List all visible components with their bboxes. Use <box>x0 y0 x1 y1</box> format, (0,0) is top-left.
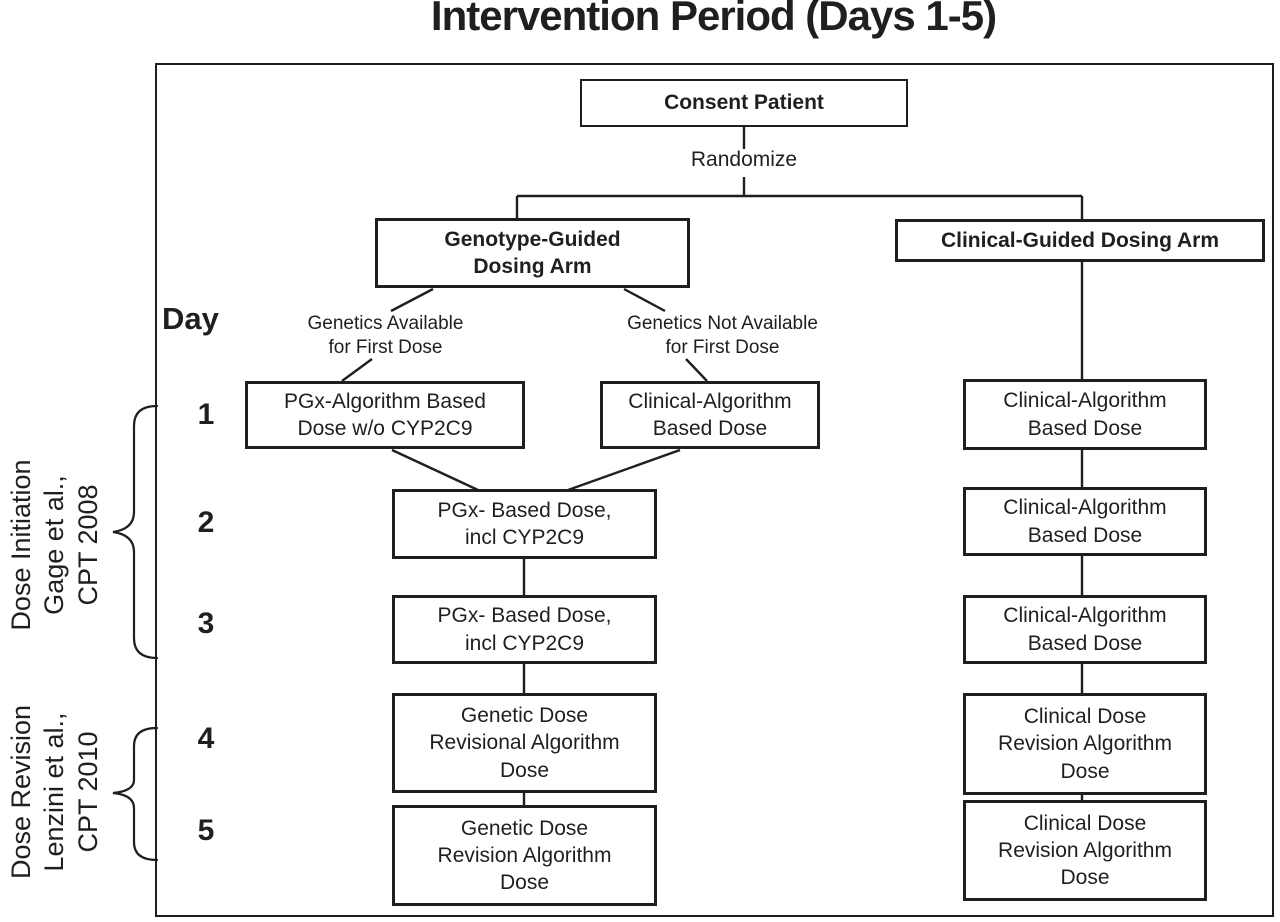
label-genetics-available: Genetics Available for First Dose <box>307 313 464 358</box>
day-number-4: 4 <box>197 722 215 755</box>
node-day5-genetic-revision: Genetic Dose Revision Algorithm Dose <box>392 805 657 906</box>
day-number-2: 2 <box>197 506 215 539</box>
label-randomize: Randomize <box>690 148 798 171</box>
day-axis-header: Day <box>162 301 219 336</box>
figure-title: Intervention Period (Days 1-5) <box>430 0 997 39</box>
node-day4-genetic-revision: Genetic Dose Revisional Algorithm Dose <box>392 693 657 793</box>
node-day1-pgx-algorithm: PGx-Algorithm Based Dose w/o CYP2C9 <box>245 381 525 449</box>
day-number-1: 1 <box>197 398 215 431</box>
node-day2-pgx-based: PGx- Based Dose, incl CYP2C9 <box>392 489 657 559</box>
node-clinical-guided-arm: Clinical-Guided Dosing Arm <box>895 219 1265 262</box>
node-day4-clinical-revision: Clinical Dose Revision Algorithm Dose <box>963 693 1207 795</box>
node-consent-patient: Consent Patient <box>580 79 908 127</box>
brace-dose-initiation <box>112 404 159 660</box>
node-genotype-guided-arm: Genotype-Guided Dosing Arm <box>375 218 690 288</box>
day-number-3: 3 <box>197 607 215 640</box>
node-day3-clinical-arm: Clinical-Algorithm Based Dose <box>963 595 1207 664</box>
node-day5-clinical-revision: Clinical Dose Revision Algorithm Dose <box>963 800 1207 901</box>
node-day1-clinical-algorithm: Clinical-Algorithm Based Dose <box>600 381 820 449</box>
label-genetics-not-available: Genetics Not Available for First Dose <box>627 313 818 358</box>
flowchart-frame <box>155 63 1274 917</box>
day-number-5: 5 <box>197 814 215 847</box>
node-day2-clinical-arm: Clinical-Algorithm Based Dose <box>963 487 1207 556</box>
node-day3-pgx-based: PGx- Based Dose, incl CYP2C9 <box>392 595 657 664</box>
node-day1-clinical-arm: Clinical-Algorithm Based Dose <box>963 379 1207 450</box>
brace-dose-revision <box>112 726 159 862</box>
annotation-dose-revision: Dose Revision Lenzini et al., CPT 2010 <box>5 704 103 880</box>
